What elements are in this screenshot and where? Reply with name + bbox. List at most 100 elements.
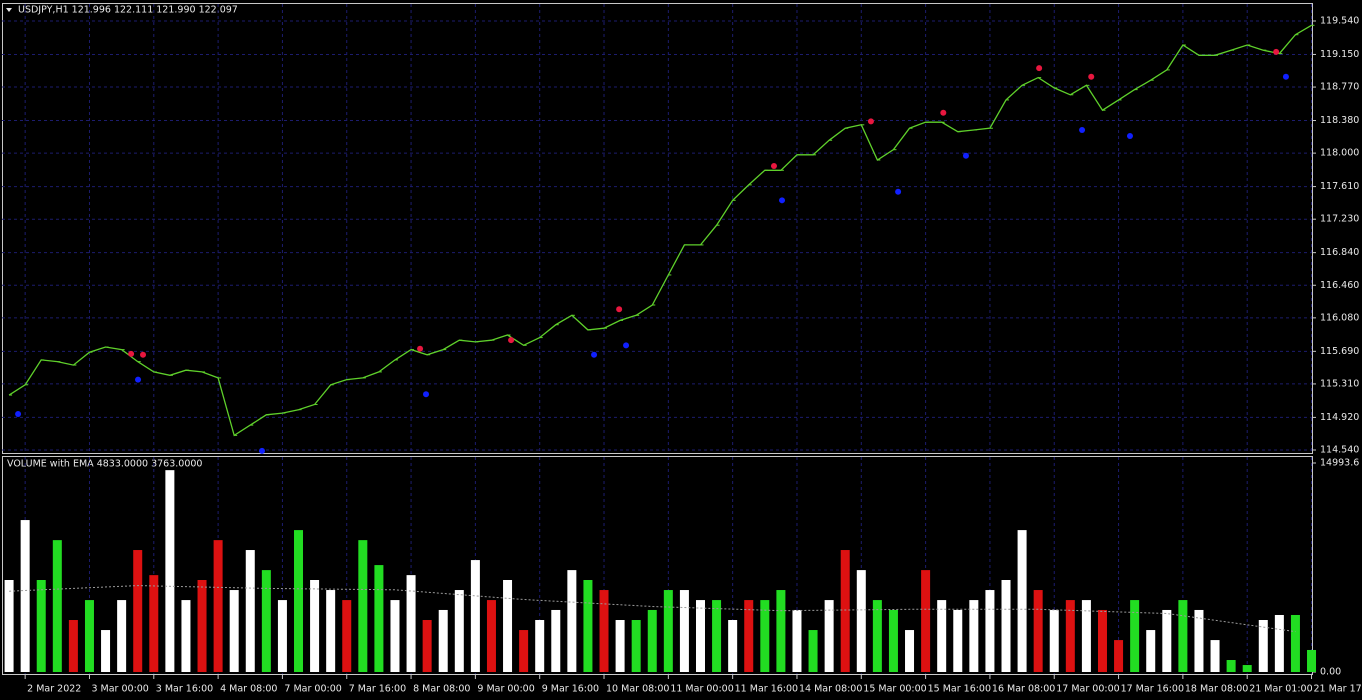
fractal-dot bbox=[1088, 73, 1095, 80]
volume-bar bbox=[213, 540, 223, 672]
fractal-dot bbox=[1273, 48, 1280, 55]
volume-bar bbox=[824, 600, 834, 672]
x-tick-label: 9 Mar 16:00 bbox=[542, 684, 599, 695]
x-tick-label: 11 Mar 00:00 bbox=[670, 684, 733, 695]
fractal-dot bbox=[259, 447, 266, 454]
y-tick-label: 119.540 bbox=[1320, 15, 1359, 26]
y-tick-label: 116.080 bbox=[1320, 312, 1359, 323]
volume-bar bbox=[1290, 614, 1300, 672]
volume-bar bbox=[599, 590, 609, 672]
x-tick-label: 18 Mar 08:00 bbox=[1185, 684, 1248, 695]
marks bbox=[4, 24, 1317, 672]
volume-bar bbox=[52, 540, 62, 672]
volume-bar bbox=[1274, 614, 1284, 672]
volume-bar bbox=[1307, 649, 1317, 672]
volume-bar bbox=[1226, 660, 1236, 672]
volume-bar bbox=[1194, 609, 1204, 672]
fractal-dot bbox=[1036, 65, 1043, 72]
fractal-dot bbox=[1126, 132, 1133, 139]
fractal-dot bbox=[128, 350, 135, 357]
volume-bar bbox=[1242, 665, 1252, 672]
y-tick-label: 0.00 bbox=[1320, 667, 1341, 678]
volume-bar bbox=[647, 609, 657, 672]
volume-bar bbox=[310, 580, 320, 672]
volume-bar bbox=[294, 530, 304, 672]
volume-bar bbox=[422, 620, 432, 672]
volume-bar bbox=[1114, 640, 1124, 672]
collapse-icon[interactable] bbox=[6, 8, 12, 12]
fractal-dot bbox=[591, 351, 598, 358]
volume-bar bbox=[1258, 620, 1268, 672]
volume-bar bbox=[631, 620, 641, 672]
volume-bar bbox=[133, 550, 143, 672]
volume-bar bbox=[551, 609, 561, 672]
volume-bar bbox=[535, 620, 545, 672]
volume-bar bbox=[953, 609, 963, 672]
fractal-dot bbox=[135, 376, 142, 383]
x-tick-label: 16 Mar 08:00 bbox=[992, 684, 1055, 695]
volume-bar bbox=[1178, 600, 1188, 672]
volume-bar bbox=[856, 570, 866, 672]
volume-bar bbox=[808, 630, 818, 672]
volume-bar bbox=[4, 580, 14, 672]
volume-bar bbox=[1065, 600, 1075, 672]
volume-bar bbox=[760, 600, 770, 672]
volume-bar bbox=[615, 620, 625, 672]
fractal-dot bbox=[417, 345, 424, 352]
volume-bar bbox=[905, 630, 915, 672]
volume-bar bbox=[20, 520, 30, 672]
volume-bar bbox=[1097, 609, 1107, 672]
y-tick-label: 114.540 bbox=[1320, 444, 1359, 455]
volume-pane-frame bbox=[2, 456, 1313, 675]
volume-bar bbox=[374, 565, 384, 672]
y-tick-label: 116.840 bbox=[1320, 247, 1359, 258]
volume-bar bbox=[486, 600, 496, 672]
x-tick-label: 10 Mar 08:00 bbox=[606, 684, 669, 695]
x-tick-label: 3 Mar 16:00 bbox=[156, 684, 213, 695]
y-tick-label: 115.690 bbox=[1320, 346, 1359, 357]
volume-bar bbox=[1017, 530, 1027, 672]
fractal-dot bbox=[940, 109, 947, 116]
y-tick-label: 119.150 bbox=[1320, 49, 1359, 60]
volume-bar bbox=[969, 600, 979, 672]
y-tick-label: 117.230 bbox=[1320, 214, 1359, 225]
volume-bar bbox=[1033, 590, 1043, 672]
volume-bar bbox=[872, 600, 882, 672]
volume-bar bbox=[149, 575, 159, 672]
x-tick-label: 17 Mar 16:00 bbox=[1121, 684, 1184, 695]
x-tick-label: 3 Mar 00:00 bbox=[91, 684, 148, 695]
y-tick-label: 118.380 bbox=[1320, 115, 1359, 126]
volume-bar bbox=[679, 590, 689, 672]
volume-bar bbox=[406, 575, 416, 672]
volume-bar bbox=[117, 600, 127, 672]
volume-title: VOLUME with EMA 4833.0000 3763.0000 bbox=[7, 459, 202, 470]
volume-bar bbox=[503, 580, 513, 672]
volume-bar bbox=[519, 630, 529, 672]
volume-bar bbox=[583, 580, 593, 672]
fractal-dot bbox=[15, 410, 22, 417]
fractal-dot bbox=[770, 162, 777, 169]
x-tick-label: 17 Mar 00:00 bbox=[1056, 684, 1119, 695]
fractal-dot bbox=[423, 391, 430, 398]
x-tick-label: 7 Mar 00:00 bbox=[284, 684, 341, 695]
volume-bar bbox=[1210, 640, 1220, 672]
volume-bar bbox=[1146, 630, 1156, 672]
volume-bar bbox=[326, 590, 336, 672]
x-tick-label: 7 Mar 16:00 bbox=[349, 684, 406, 695]
x-tick-label: 15 Mar 00:00 bbox=[863, 684, 926, 695]
volume-bar bbox=[792, 609, 802, 672]
volume-bar bbox=[1130, 600, 1140, 672]
volume-bar bbox=[1162, 609, 1172, 672]
volume-bar bbox=[663, 590, 673, 672]
x-tick-label: 2 Mar 2022 bbox=[27, 684, 81, 695]
volume-bar bbox=[36, 580, 46, 672]
volume-bar bbox=[84, 600, 94, 672]
volume-bar bbox=[165, 470, 175, 672]
fractal-dot bbox=[140, 351, 147, 358]
volume-bar bbox=[921, 570, 931, 672]
price-line bbox=[8, 24, 1312, 437]
fractal-dot bbox=[508, 337, 515, 344]
labels: 114.540 114.920 115.310 115.690 116.080 116.4… bbox=[27, 15, 1362, 694]
volume-bar bbox=[358, 540, 368, 672]
